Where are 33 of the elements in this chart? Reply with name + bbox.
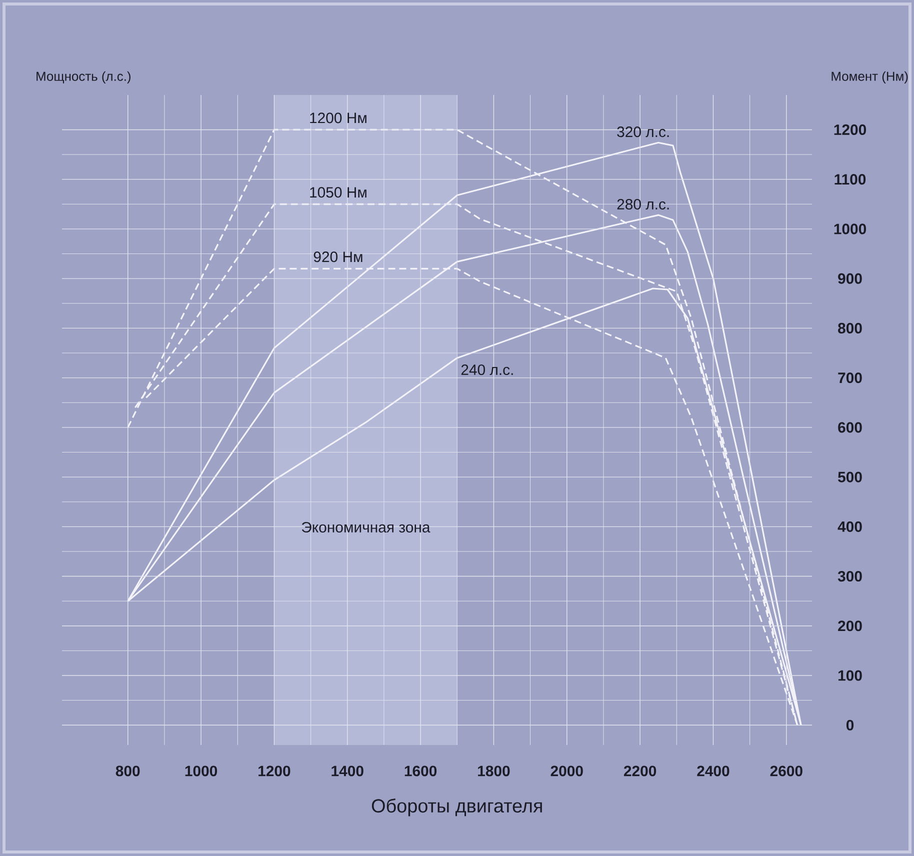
series-label: 240 л.с. [461, 364, 513, 376]
y2-axis-title: Момент (Нм) [832, 71, 908, 84]
x-tick-label: 1200 [258, 766, 290, 776]
y2-tick-label: 700 [838, 372, 862, 384]
series-label: 280 л.с. [617, 198, 669, 210]
y2-tick-label: 500 [838, 472, 862, 482]
y2-tick-label: 1000 [834, 224, 866, 234]
x-tick-label: 1000 [185, 766, 218, 776]
x-tick-label: 2400 [697, 766, 730, 776]
x-tick-label: 2000 [550, 766, 583, 776]
x-tick-label: 800 [116, 766, 140, 776]
series-label: 1050 Нм [310, 187, 366, 198]
x-tick-label: 1800 [478, 766, 510, 776]
y2-tick-label: 1100 [834, 174, 866, 185]
y2-tick-label: 1200 [834, 124, 866, 135]
y-axis-title: Мощность (л.с.) [36, 71, 130, 84]
y2-tick-label: 600 [838, 422, 862, 433]
y2-tick-label: 200 [838, 620, 862, 632]
series-label: 920 Нм [314, 252, 362, 262]
band-label: Экономичная зона [302, 522, 430, 533]
x-tick-label: 1600 [404, 766, 437, 776]
y2-tick-label: 400 [838, 521, 862, 532]
x-axis-title: Обороты двигателя [372, 798, 542, 816]
series-label: 320 л.с. [617, 126, 669, 138]
x-tick-label: 2200 [624, 766, 656, 776]
y2-tick-label: 0 [846, 720, 854, 730]
x-tick-label: 1400 [332, 766, 364, 776]
series-label: 1200 Нм [310, 112, 366, 124]
y2-tick-label: 800 [838, 322, 862, 334]
y2-tick-label: 900 [838, 273, 862, 284]
y2-tick-label: 300 [838, 570, 862, 582]
y2-tick-label: 100 [838, 670, 862, 681]
x-tick-label: 2600 [770, 766, 802, 776]
